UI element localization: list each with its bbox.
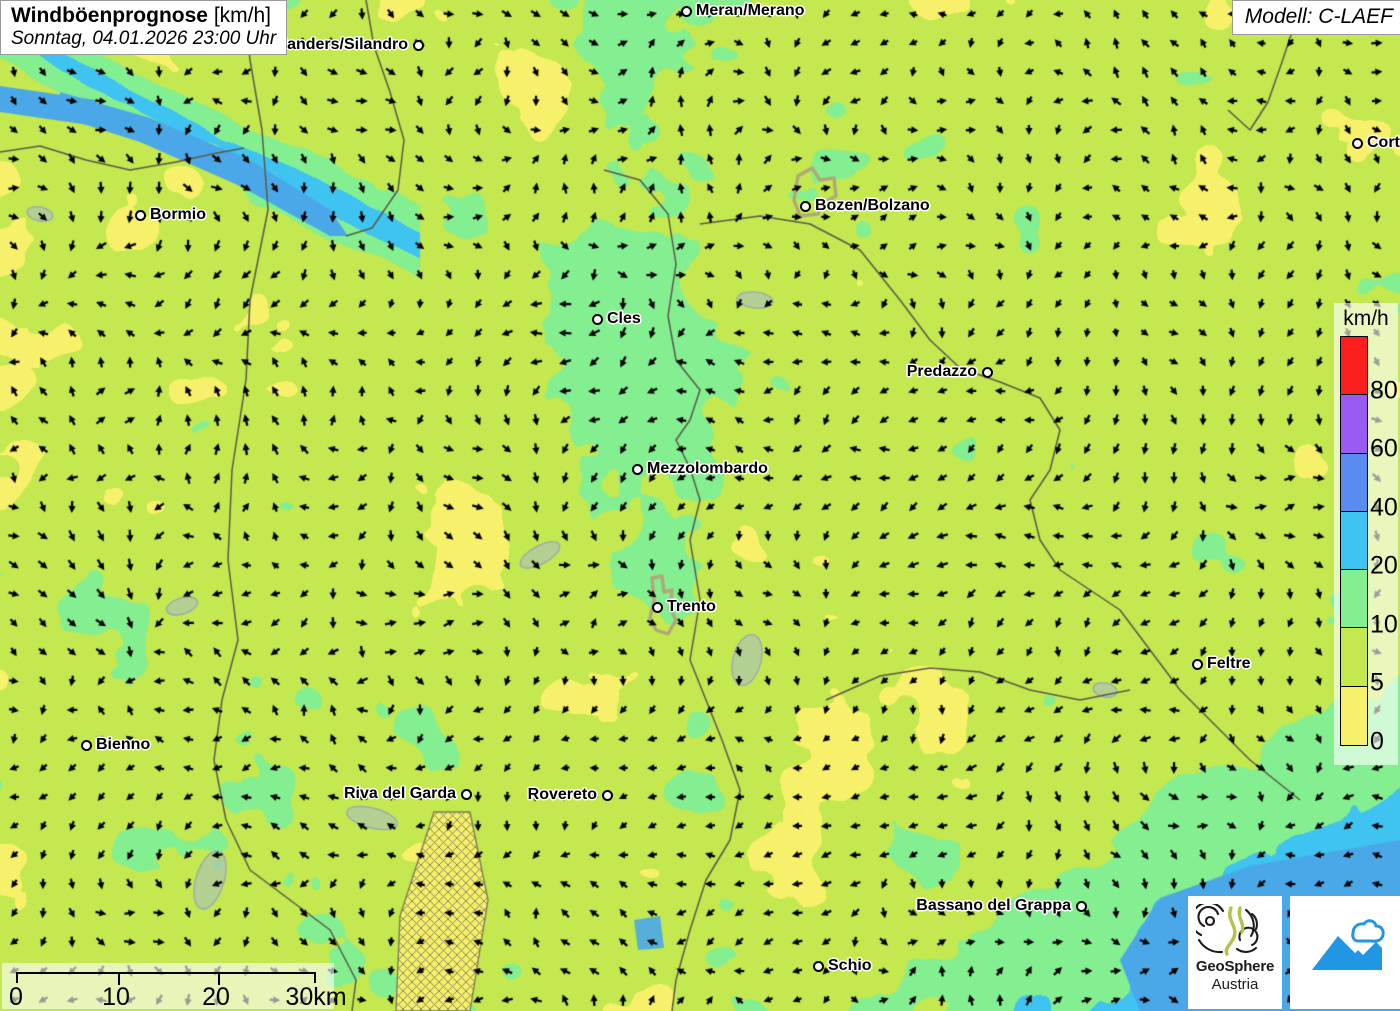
legend-tick-labels: 80 60 40 20 10 5 0 — [1370, 336, 1400, 755]
legend-band-2 — [1341, 453, 1367, 512]
forecast-title-card: Windböenprognose [km/h] Sonntag, 04.01.2… — [0, 0, 288, 55]
legend-tick-60: 60 — [1370, 434, 1398, 463]
wetter-logo[interactable] — [1290, 896, 1400, 1009]
scale-label-1: 10 — [102, 983, 130, 1011]
legend-band-3 — [1341, 511, 1367, 571]
page-title-text: Windböenprognose — [11, 4, 208, 27]
city-label: Trento — [667, 598, 716, 615]
geosphere-logo[interactable]: GeoSphere Austria — [1188, 896, 1282, 1009]
city-label: Riva del Garda — [343, 785, 456, 802]
legend-unit-label: km/h — [1343, 307, 1389, 330]
legend-tick-0: 0 — [1370, 727, 1384, 756]
scale-tick-1 — [118, 974, 120, 985]
city-dot-icon — [652, 602, 663, 613]
scale-label-3: 30km — [285, 983, 347, 1011]
mountain-cloud-icon — [1312, 919, 1385, 970]
geosphere-logo-sub: Austria — [1211, 976, 1259, 993]
city-dot-icon — [632, 464, 643, 475]
legend-band-4 — [1341, 570, 1367, 629]
forecast-timestamp: Sonntag, 04.01.2026 23:00 Uhr — [11, 27, 277, 49]
city-dot-icon — [800, 201, 811, 212]
city-dot-icon — [813, 961, 824, 972]
scale-bar-rule — [16, 972, 316, 985]
city-dot-icon — [135, 210, 146, 221]
scale-tick-2 — [218, 974, 220, 985]
city-dot-icon — [1192, 659, 1203, 670]
city-dot-icon — [1076, 901, 1087, 912]
model-card: Modell: C-LAEF — [1231, 0, 1400, 35]
city-dot-icon — [461, 789, 472, 800]
city-dot-icon — [982, 367, 993, 378]
scale-bar-labels: 0 10 20 30km — [2, 983, 347, 1011]
city-label: Bassano del Grappa — [916, 897, 1071, 914]
city-label: Feltre — [1207, 655, 1251, 672]
city-label: Cortina — [1367, 134, 1400, 151]
legend-tick-20: 20 — [1370, 551, 1398, 580]
legend-tick-10: 10 — [1370, 610, 1398, 639]
legend-band-5 — [1341, 628, 1367, 687]
city-dot-icon — [592, 314, 603, 325]
city-label: Schlanders/Silandro — [253, 36, 408, 53]
legend-band-0 — [1341, 337, 1367, 396]
city-label: Bormio — [150, 206, 206, 223]
city-label: Schio — [828, 957, 872, 974]
city-label: Mezzolombardo — [647, 460, 768, 477]
city-label: Rovereto — [527, 786, 597, 803]
page-title: Windböenprognose [km/h] — [11, 4, 276, 28]
city-label: Meran/Merano — [696, 2, 805, 19]
city-dot-icon — [81, 740, 92, 751]
legend-band-6 — [1341, 686, 1367, 745]
scale-bar: 0 10 20 30km — [2, 963, 347, 1011]
legend-tick-5: 5 — [1370, 668, 1384, 697]
page-title-unit: [km/h] — [213, 4, 271, 27]
city-label: Cles — [607, 310, 641, 327]
city-label: Bozen/Bolzano — [815, 197, 930, 214]
city-dot-icon — [602, 790, 613, 801]
legend-tick-80: 80 — [1370, 376, 1398, 405]
legend: km/h 80 60 40 20 10 5 0 — [1334, 303, 1398, 765]
geosphere-swirl-icon — [1196, 904, 1259, 956]
scale-label-2: 20 — [202, 983, 230, 1011]
city-dot-icon — [1352, 138, 1363, 149]
geosphere-logo-name: GeoSphere — [1195, 958, 1275, 975]
legend-band-1 — [1341, 395, 1367, 454]
model-label: Modell: C-LAEF — [1244, 5, 1393, 28]
city-dot-icon — [681, 6, 692, 17]
legend-tick-40: 40 — [1370, 493, 1398, 522]
city-label: Bienno — [96, 736, 151, 753]
city-dot-icon — [413, 40, 424, 51]
legend-colour-bar — [1340, 336, 1368, 746]
scale-label-0: 0 — [9, 983, 23, 1011]
city-label: Predazzo — [906, 363, 977, 380]
